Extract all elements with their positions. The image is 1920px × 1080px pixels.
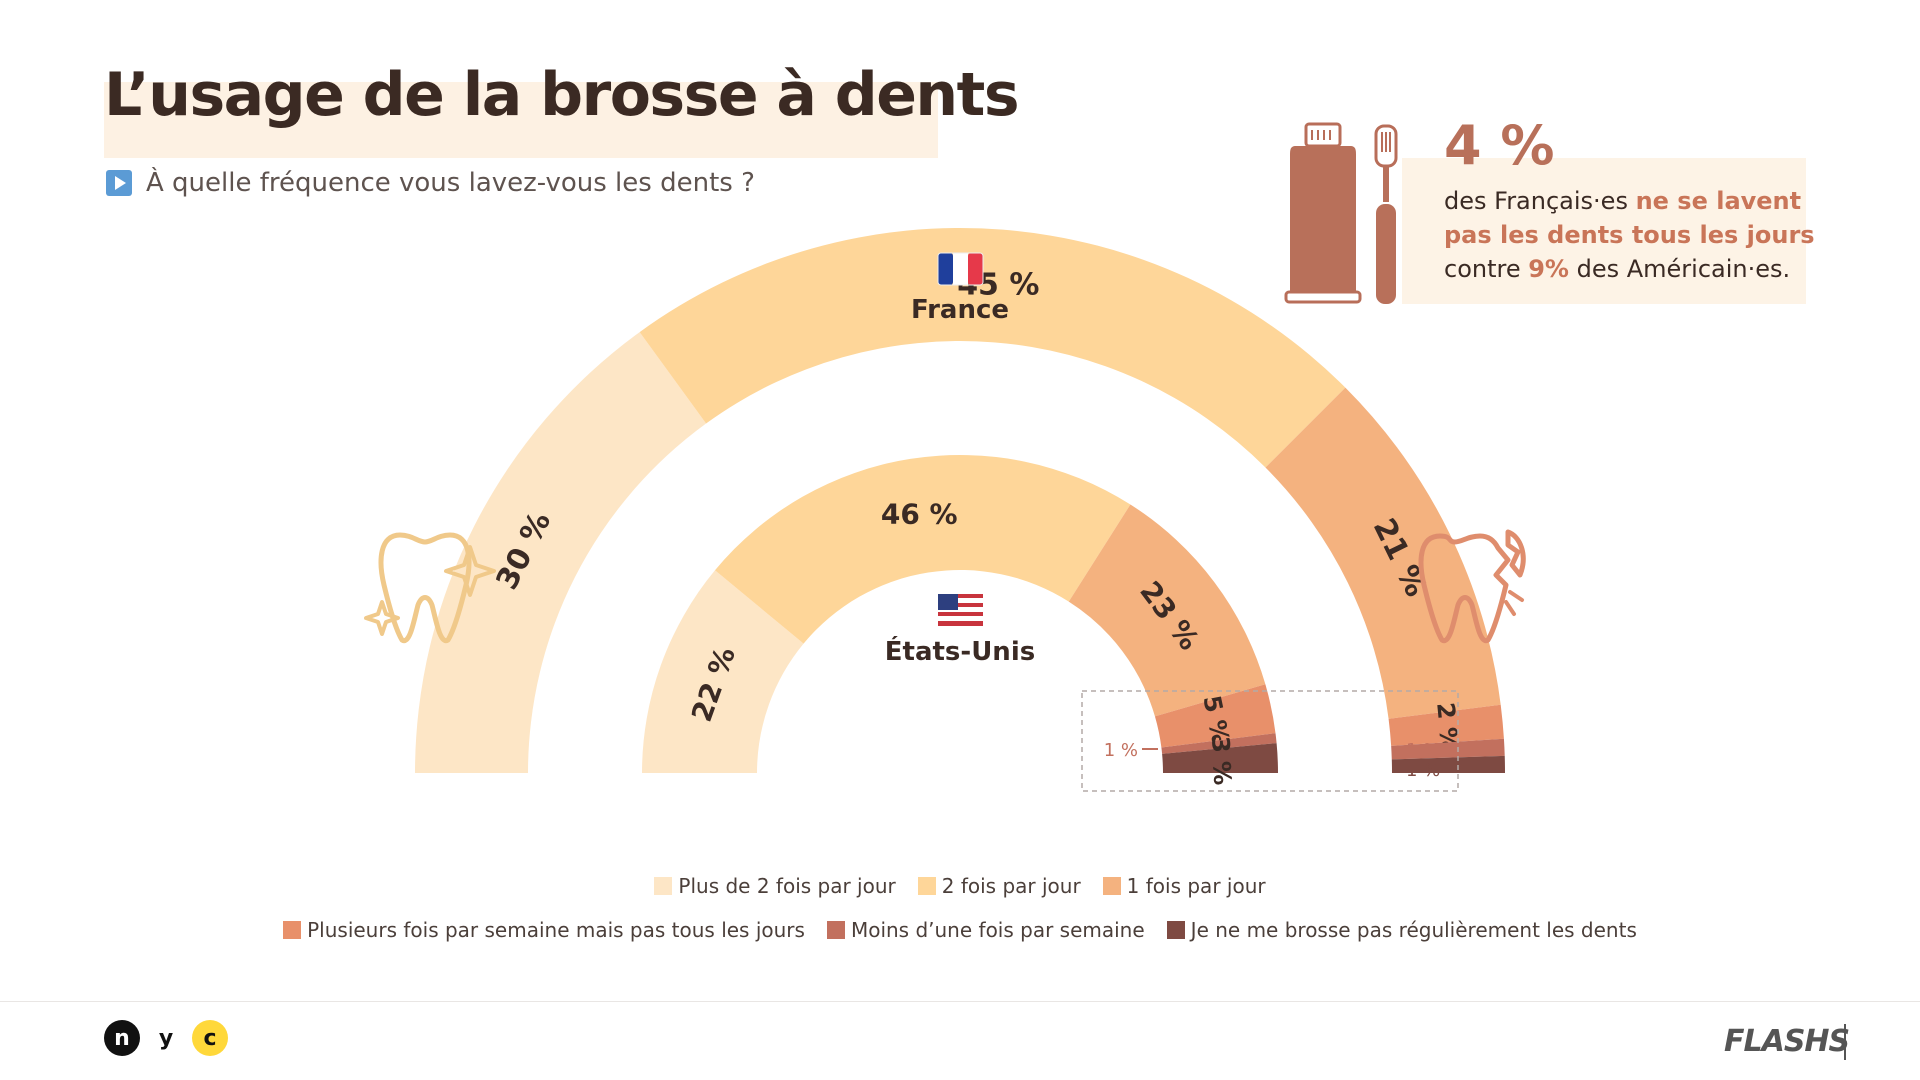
legend-row-2: Plusieurs fois par semaine mais pas tous… (0, 918, 1920, 942)
legend-item-moins-1-par-semaine: Moins d’une fois par semaine (826, 918, 1145, 942)
callout-background (1402, 158, 1806, 304)
clean-tooth-icon (364, 532, 496, 644)
legend-label: Plusieurs fois par semaine mais pas tous… (307, 918, 805, 942)
footer-separator (1844, 1024, 1846, 1060)
small-value-labels: 1 %1 %1 % (1104, 740, 1449, 781)
callout-percentage: 4 % (1444, 114, 1555, 177)
legend-label: 2 fois par jour (941, 874, 1081, 898)
arc-usa-plus-2-par-jour (642, 570, 804, 773)
label-usa-pas-regulierement: 3 % (1206, 735, 1236, 785)
title-highlight (104, 82, 938, 158)
legend-swatch (654, 877, 673, 895)
arc-france-plusieurs-par-semaine (1388, 704, 1504, 746)
legend-label: Je ne me brosse pas régulièrement les de… (1190, 918, 1637, 942)
legend-item-2-par-jour: 2 fois par jour (917, 874, 1081, 898)
callout-line3-a: contre (1444, 255, 1529, 283)
arc-usa-2-par-jour (714, 454, 1131, 644)
footer-divider (0, 1001, 1920, 1002)
nyc-logo: n y c (104, 1020, 228, 1056)
legend-label: Moins d’une fois par semaine (850, 918, 1145, 942)
label-france-pas-regulierement: 1 % (1406, 760, 1440, 781)
series-label-usa: États-Unis (885, 635, 1035, 667)
legend-label: 1 fois par jour (1126, 874, 1266, 898)
toothpaste-icon (1284, 122, 1362, 304)
legend-swatch (1166, 921, 1185, 939)
callout-line2-bold: pas les dents tous les jours (1444, 221, 1815, 249)
arc-france-2-par-jour (639, 228, 1346, 468)
arc-usa-pas-regulierement (1162, 743, 1278, 773)
label-usa-moins-1-par-semaine: 1 % (1104, 740, 1138, 761)
legend-label: Plus de 2 fois par jour (678, 874, 896, 898)
france-flag-icon (937, 252, 984, 286)
legend-item-plus-2-par-jour: Plus de 2 fois par jour (654, 874, 896, 898)
toothbrush-icon (1374, 124, 1398, 304)
broken-tooth-icon (1418, 529, 1526, 644)
arc-usa-plusieurs-par-semaine (1154, 684, 1276, 748)
legend-item-pas-regulierement: Je ne me brosse pas régulièrement les de… (1166, 918, 1637, 942)
logo-letter-y: y (148, 1020, 184, 1056)
logo-letter-n: n (104, 1020, 140, 1056)
series-label-france: France (911, 295, 1009, 325)
flashs-logo: FLASHS (1724, 1024, 1850, 1059)
usa-flag-icon (938, 594, 983, 626)
arc-usa-1-par-jour (1068, 504, 1266, 717)
question-subtitle: À quelle fréquence vous lavez-vous les d… (106, 168, 755, 198)
callout-line1-bold: ne se lavent (1635, 187, 1802, 215)
label-usa-2-par-jour: 46 % (881, 498, 958, 531)
callout-line3-bold: 9% (1528, 255, 1569, 283)
callout-line3-b: des Américain·es. (1568, 255, 1791, 283)
question-text: À quelle fréquence vous lavez-vous les d… (146, 168, 755, 198)
label-france-moins-1-par-semaine: 1 % (1406, 740, 1440, 761)
play-icon (106, 170, 132, 196)
logo-letter-c: c (192, 1020, 228, 1056)
legend-swatch (1102, 877, 1121, 895)
arc-france-plus-2-par-jour (415, 332, 707, 773)
legend-row-1: Plus de 2 fois par jour 2 fois par jour 1 … (0, 874, 1920, 898)
legend-swatch (826, 921, 845, 939)
callout-text: des Français·es ne se lavent pas les den… (1444, 184, 1824, 286)
legend-item-plusieurs-par-semaine: Plusieurs fois par semaine mais pas tous… (283, 918, 805, 942)
page-title: L’usage de la brosse à dents (104, 60, 1020, 130)
legend-swatch (283, 921, 302, 939)
legend-swatch (917, 877, 936, 895)
small-values-box (1081, 690, 1459, 792)
legend-item-1-par-jour: 1 fois par jour (1102, 874, 1266, 898)
callout-line1-plain: des Français·es (1444, 187, 1636, 215)
arc-usa-moins-1-par-semaine (1161, 733, 1277, 754)
